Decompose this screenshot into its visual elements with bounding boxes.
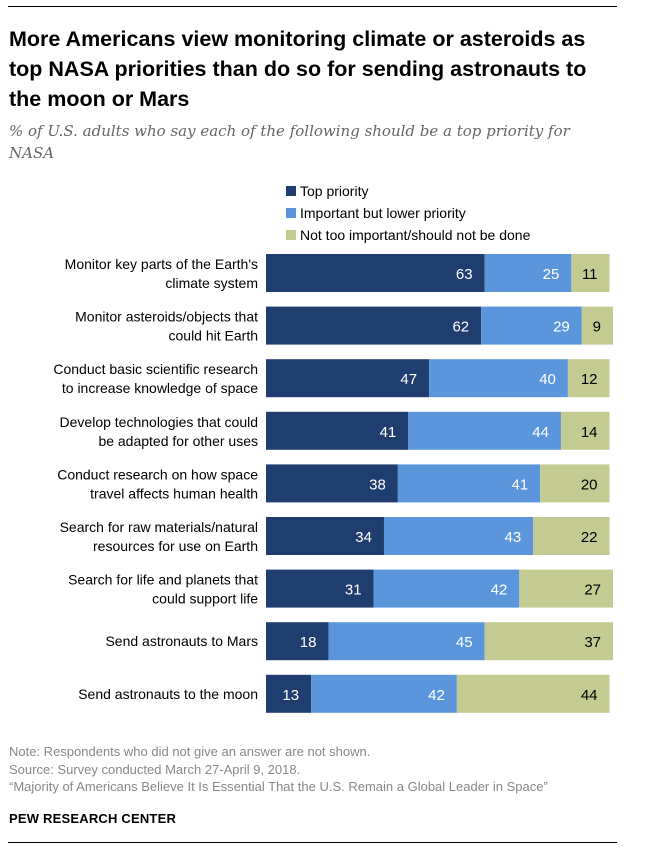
bar-segment xyxy=(266,674,312,713)
bar-segment xyxy=(571,254,610,292)
data-label: 44 xyxy=(532,424,549,441)
bar-segment xyxy=(567,359,610,398)
legend-label-top-priority: Top priority xyxy=(300,183,369,199)
data-label: 42 xyxy=(491,582,508,599)
bar-segment xyxy=(311,674,457,713)
category-label: Develop technologies that could be adapte… xyxy=(60,414,258,449)
data-label: 41 xyxy=(380,424,397,441)
legend-swatch-not-important xyxy=(286,230,296,240)
data-label: 37 xyxy=(584,634,601,651)
category-label: Conduct basic scientific research to incr… xyxy=(53,361,258,396)
data-label: 47 xyxy=(400,371,417,388)
bar-segment xyxy=(266,464,398,503)
data-label: 62 xyxy=(452,319,469,336)
category-label: Conduct research on how space travel affe… xyxy=(57,466,258,501)
bar-segment xyxy=(481,306,582,345)
footer-note: Note: Respondents who did not give an an… xyxy=(9,744,371,759)
data-label: 9 xyxy=(593,319,601,336)
footer-report: “Majority of Americans Believe It Is Ess… xyxy=(9,779,548,794)
bar-segment xyxy=(266,622,329,661)
category-label: Search for life and planets that could su… xyxy=(68,572,258,607)
bar-segment xyxy=(484,254,572,292)
data-label: 18 xyxy=(300,634,317,651)
bottom-rule xyxy=(8,842,617,843)
bar-segment xyxy=(560,411,610,450)
category-label: Send astronauts to Mars xyxy=(105,633,258,649)
top-rule xyxy=(8,6,617,7)
data-label: 14 xyxy=(581,424,598,441)
bar-segment xyxy=(540,464,610,503)
footer: Note: Respondents who did not give an an… xyxy=(9,743,629,796)
data-label: 63 xyxy=(456,266,473,283)
data-label: 22 xyxy=(581,529,598,546)
bar-segment xyxy=(533,517,610,555)
bar-segment xyxy=(429,359,568,398)
legend-swatch-lower-priority xyxy=(286,208,296,218)
legend-label-lower-priority: Important but lower priority xyxy=(300,205,466,221)
data-label: 12 xyxy=(581,371,598,388)
stacked-bar-chart: Monitor key parts of the Earth's climate … xyxy=(53,254,613,713)
bar-segment xyxy=(408,411,561,450)
legend-swatch-top-priority xyxy=(286,186,296,196)
data-label: 11 xyxy=(582,266,598,283)
bar-segment xyxy=(266,359,430,398)
category-label: Search for raw materials/natural resource… xyxy=(60,519,258,554)
bar-segment xyxy=(581,306,613,345)
category-label: Send astronauts to the moon xyxy=(78,686,258,702)
bar-segment xyxy=(456,674,610,713)
bar-segment xyxy=(373,569,520,608)
bar-segment xyxy=(266,254,485,292)
bar-segment xyxy=(266,411,409,450)
chart-subtitle: % of U.S. adults who say each of the fol… xyxy=(9,122,570,162)
data-label: 45 xyxy=(456,634,473,651)
category-label: Monitor key parts of the Earth's climate … xyxy=(65,256,258,291)
legend-item-not-important: Not too important/should not be done xyxy=(286,224,530,246)
bar-segment xyxy=(383,517,534,555)
data-label: 29 xyxy=(553,319,570,336)
data-label: 40 xyxy=(539,371,556,388)
footer-source: Source: Survey conducted March 27-April … xyxy=(9,761,301,777)
bar-segment xyxy=(266,306,482,345)
bar-segment xyxy=(397,464,541,503)
legend-item-lower-priority: Important but lower priority xyxy=(286,202,530,224)
bar-segment xyxy=(266,569,374,608)
bar-segment xyxy=(266,517,384,555)
bar-segment xyxy=(519,569,613,608)
data-label: 31 xyxy=(345,582,362,599)
legend-item-top-priority: Top priority xyxy=(286,180,530,202)
data-label: 41 xyxy=(511,476,528,493)
category-label: Monitor asteroids/objects that could hit … xyxy=(75,309,258,344)
bar-segment xyxy=(328,622,485,661)
data-label: 43 xyxy=(505,529,522,546)
data-label: 13 xyxy=(282,687,299,704)
brand-logo-text: PEW RESEARCH CENTER xyxy=(9,811,177,826)
data-label: 44 xyxy=(581,687,598,704)
data-label: 38 xyxy=(369,476,386,493)
legend-label-not-important: Not too important/should not be done xyxy=(300,227,531,243)
data-label: 27 xyxy=(584,582,601,599)
data-label: 20 xyxy=(581,476,598,493)
chart-title: More Americans view monitoring climate o… xyxy=(9,27,587,111)
legend: Top priority Important but lower priorit… xyxy=(286,180,530,246)
data-label: 25 xyxy=(543,266,560,283)
data-label: 34 xyxy=(355,529,372,546)
data-label: 42 xyxy=(428,687,445,704)
bar-segment xyxy=(484,622,613,661)
